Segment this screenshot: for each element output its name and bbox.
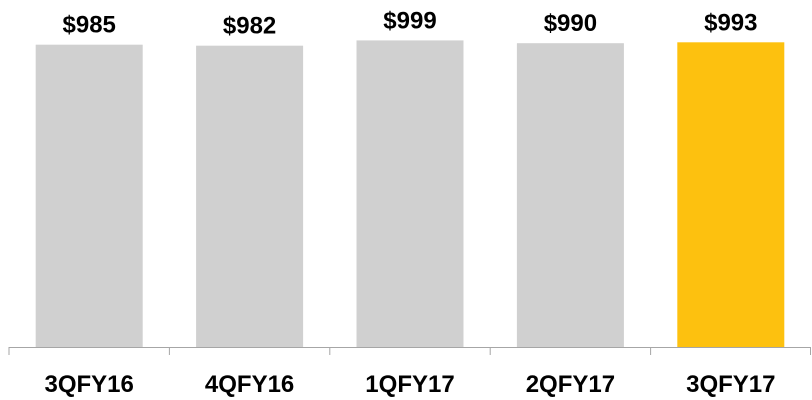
value-labels-group: $985 $982 $999 $990 $993 — [63, 7, 758, 39]
bar-value-label: $999 — [383, 7, 436, 34]
bar-value-label: $990 — [544, 10, 597, 37]
x-tick-label: 3QFY16 — [45, 371, 134, 398]
bar-value-label: $982 — [223, 13, 276, 40]
x-tick-label: 1QFY17 — [365, 371, 454, 398]
x-tick-label: 4QFY16 — [205, 371, 294, 398]
x-tick-labels-group: 3QFY16 4QFY16 1QFY17 2QFY17 3QFY17 — [45, 371, 776, 398]
x-tick-label: 3QFY17 — [686, 371, 775, 398]
bar-3qfy16 — [35, 44, 143, 347]
bars-group — [35, 40, 785, 348]
x-tick-label: 2QFY17 — [526, 371, 615, 398]
x-axis — [8, 347, 811, 355]
bar-4qfy16 — [196, 45, 304, 347]
bar-1qfy17 — [356, 40, 464, 348]
bar-2qfy17 — [516, 43, 624, 347]
bar-value-label: $985 — [63, 12, 116, 39]
bar-value-label: $993 — [704, 9, 757, 36]
bar-3qfy17 — [677, 42, 785, 348]
